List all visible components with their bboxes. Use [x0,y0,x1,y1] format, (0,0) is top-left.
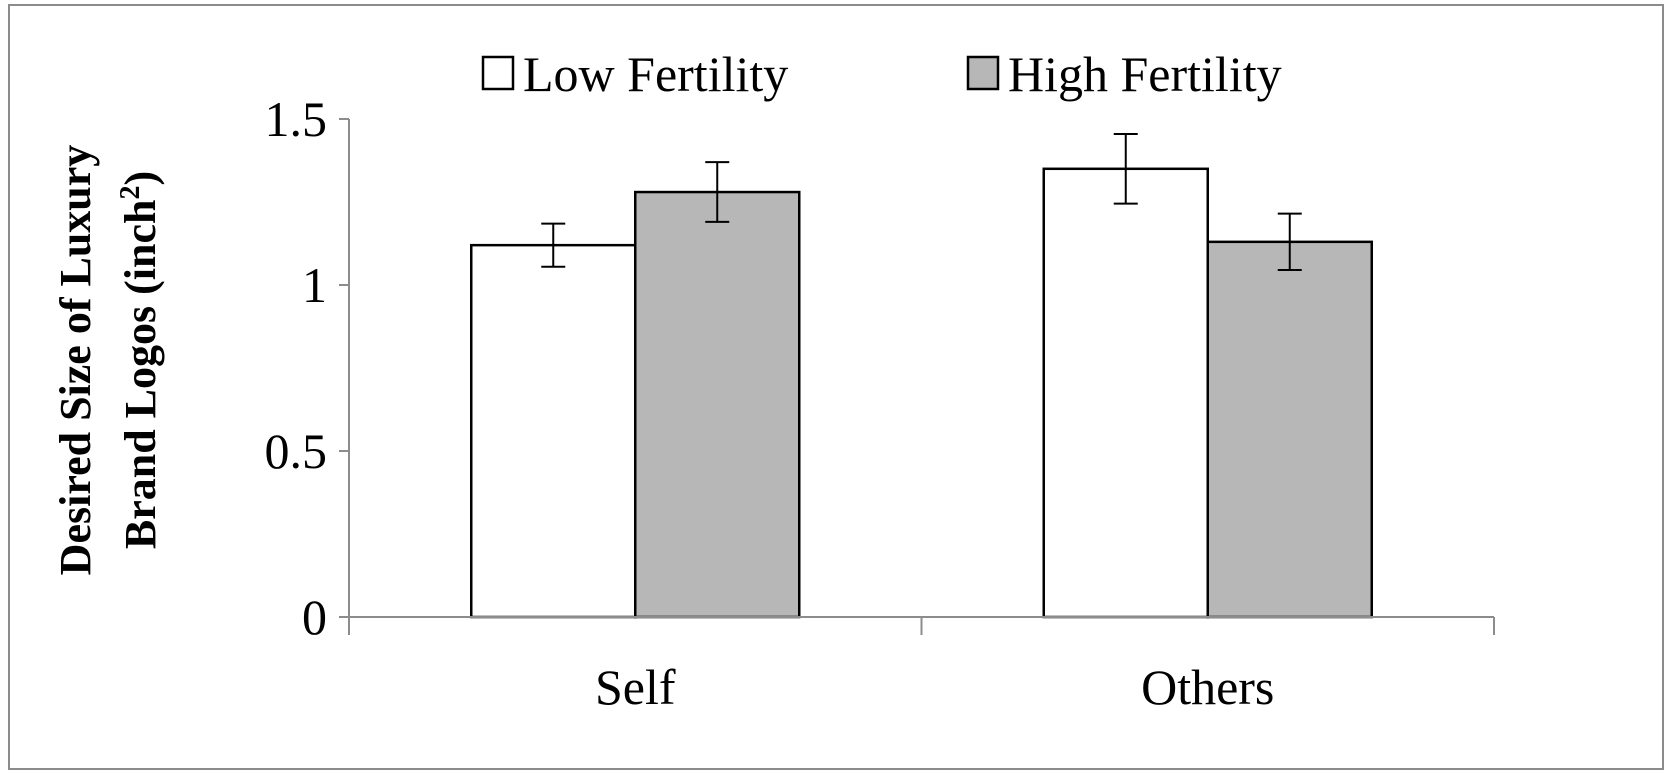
y-axis-title: Desired Size of Luxury Brand Logos (inch… [51,145,165,576]
legend-swatch-high-fertility [966,55,1000,91]
y-axis-title-line2: Brand Logos (inch2) [115,171,165,549]
x-category-label: Others [1141,659,1274,715]
y-tick-label: 0 [302,589,327,645]
bar-low-fertility-others [1042,167,1209,619]
y-axis-title-line1: Desired Size of Luxury [51,145,100,576]
legend-label-low-fertility: Low Fertility [523,46,788,102]
y-tick-label: 1.5 [265,91,328,147]
legend-label-high-fertility: High Fertility [1008,46,1282,102]
y-tick-label: 0.5 [265,423,328,479]
y-tick-label: 1 [302,257,327,313]
x-category-label: Self [595,659,676,715]
bar-low-fertility-self [470,243,637,619]
legend: Low Fertility High Fertility [481,46,1282,102]
bar-high-fertility-others [1206,240,1373,619]
y-axis-title-prefix: Brand Logos (inch [116,200,165,550]
legend-swatch-low-fertility [481,55,515,91]
y-axis-title-suffix: ) [116,171,165,186]
plot-area: 0 0.5 1 1.5 Self Others [265,91,1495,715]
y-axis-title-superscript: 2 [115,186,146,200]
chart-frame [8,4,1664,770]
bar-high-fertility-self [634,190,801,619]
